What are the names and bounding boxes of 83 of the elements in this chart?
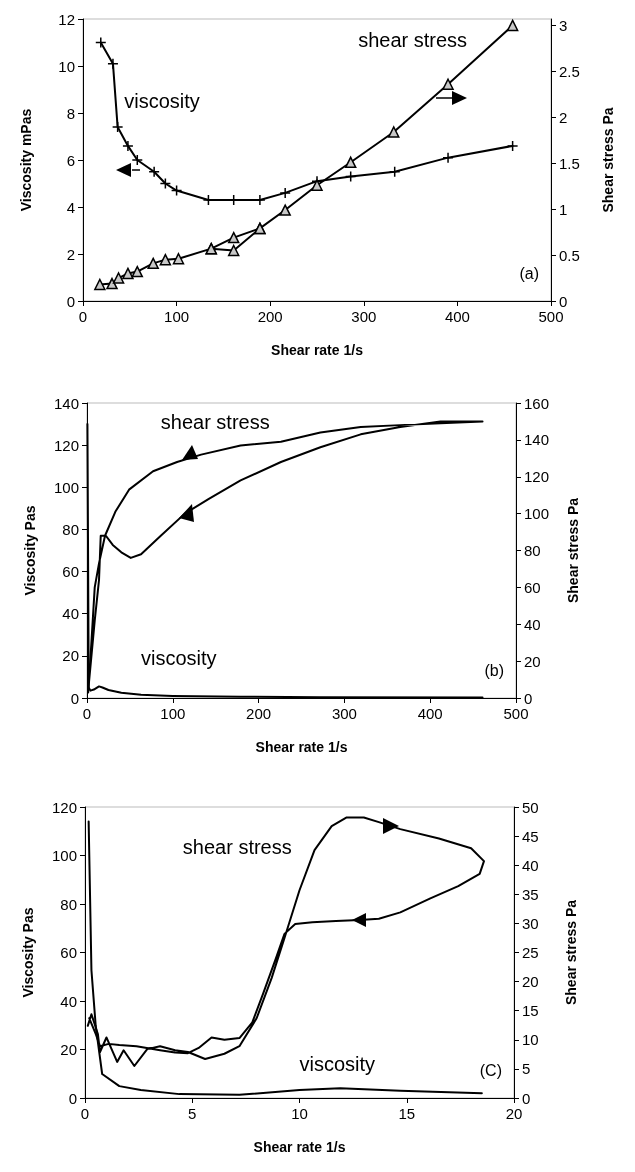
y-tick-label: 40 (60, 992, 77, 1010)
y2-tick-label: 60 (524, 578, 541, 596)
y-tick-label: 40 (62, 605, 79, 623)
x-tick-label: 100 (160, 705, 186, 722)
y-tick-label: 120 (53, 436, 79, 454)
y-tick-label: 0 (70, 689, 79, 707)
x-tick-label: 500 (503, 705, 529, 722)
x-tick-label: 20 (505, 1105, 523, 1122)
x-tick-label: 300 (351, 308, 377, 325)
y-tick-label: 0 (68, 1089, 77, 1107)
x-axis-title: Shear rate 1/s (255, 739, 348, 755)
y2-tick-label: 50 (522, 798, 539, 816)
x-tick-label: 100 (164, 308, 190, 325)
x-tick-label: 300 (331, 705, 357, 722)
y-axis-title: Viscosity mPas (18, 108, 34, 212)
x-tick-label: 400 (417, 705, 443, 722)
y2-tick-label: 120 (524, 468, 550, 486)
y-tick-label: 140 (53, 394, 79, 412)
y-tick-label: 100 (51, 847, 77, 864)
annotation: viscosity (141, 646, 217, 669)
x-tick-label: 15 (398, 1105, 416, 1122)
x-tick-label: 10 (291, 1105, 308, 1122)
y2-tick-label: 2.5 (559, 62, 580, 80)
y-tick-label: 2 (66, 245, 75, 263)
annotation: shear stress (182, 835, 292, 858)
y-tick-label: 80 (60, 895, 77, 913)
x-axis-title: Shear rate 1/s (271, 342, 364, 358)
y2-axis-title: Shear stress Pa (565, 497, 581, 604)
y-tick-label: 20 (60, 1041, 77, 1058)
y-tick-label: 6 (66, 151, 75, 169)
y2-tick-label: 15 (522, 1002, 539, 1020)
x-tick-label: 500 (538, 308, 564, 325)
y2-tick-label: 160 (524, 394, 550, 412)
x-tick-label: 200 (257, 308, 283, 325)
y2-tick-label: 5 (522, 1060, 531, 1078)
y-tick-label: 4 (66, 198, 75, 216)
y2-tick-label: 3 (559, 16, 568, 34)
y-tick-label: 60 (62, 563, 79, 581)
annotation: (a) (519, 264, 540, 282)
y2-tick-label: 140 (524, 431, 550, 449)
y-tick-label: 8 (66, 104, 75, 122)
y2-tick-label: 0 (559, 292, 568, 310)
y2-tick-label: 40 (524, 615, 541, 633)
y2-tick-label: 25 (522, 944, 539, 961)
annotation: (b) (484, 661, 505, 679)
y2-tick-label: 45 (522, 827, 539, 845)
y2-axis-title: Shear stress Pa (563, 899, 579, 1006)
annotation: viscosity (124, 89, 200, 112)
y2-tick-label: 20 (524, 652, 541, 670)
annotation: (C) (479, 1061, 503, 1079)
y-tick-label: 12 (58, 10, 75, 28)
y-axis-title: Viscosity Pas (20, 907, 36, 998)
y2-tick-label: 20 (522, 973, 539, 991)
y2-tick-label: 35 (522, 885, 539, 903)
y-axis-title: Viscosity Pas (22, 505, 38, 596)
y2-tick-label: 30 (522, 914, 539, 932)
y-tick-label: 60 (60, 944, 77, 961)
y-tick-label: 80 (62, 520, 79, 538)
y-tick-label: 100 (53, 478, 79, 496)
y2-tick-label: 10 (522, 1031, 539, 1049)
y2-tick-label: 1 (559, 200, 568, 218)
y-tick-label: 20 (62, 647, 79, 665)
annotation: shear stress (358, 29, 468, 52)
y-tick-label: 120 (51, 798, 77, 816)
x-tick-label: 5 (188, 1105, 197, 1122)
y-tick-label: 10 (58, 57, 75, 75)
y2-tick-label: 0.5 (559, 246, 580, 264)
annotation: shear stress (160, 410, 270, 433)
y2-tick-label: 40 (522, 856, 539, 874)
x-tick-label: 0 (82, 705, 92, 722)
y2-axis-title: Shear stress Pa (600, 107, 616, 213)
annotation: viscosity (299, 1052, 376, 1075)
y2-tick-label: 1.5 (559, 154, 580, 172)
y2-tick-label: 2 (559, 108, 568, 126)
y-tick-label: 0 (66, 292, 75, 310)
y2-tick-label: 0 (522, 1089, 531, 1107)
y2-tick-label: 0 (524, 689, 533, 707)
y2-tick-label: 80 (524, 542, 541, 559)
x-tick-label: 0 (80, 1105, 90, 1122)
x-axis-title: Shear rate 1/s (253, 1139, 346, 1155)
y2-tick-label: 100 (524, 505, 550, 523)
x-tick-label: 400 (444, 308, 470, 325)
x-tick-label: 200 (246, 705, 272, 722)
